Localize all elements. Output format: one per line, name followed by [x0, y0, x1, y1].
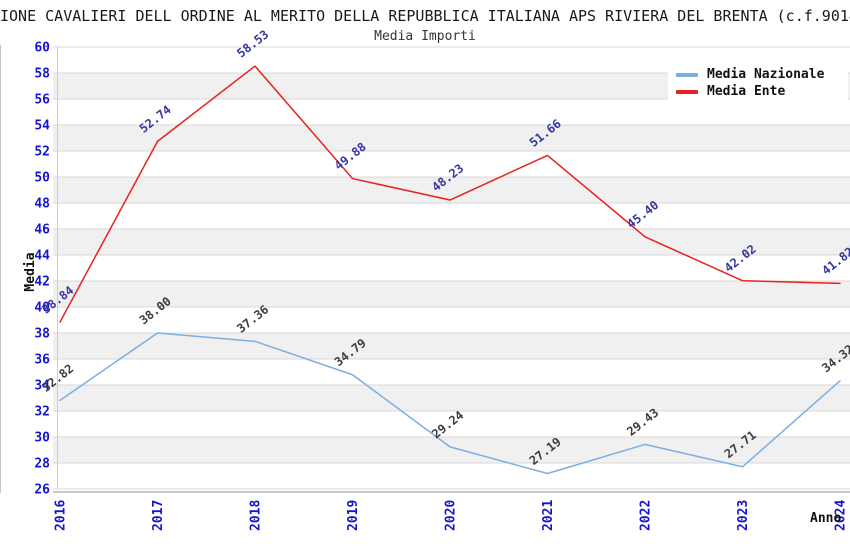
x-tick-label: 2022 [639, 500, 654, 531]
chart-subtitle: Media Importi [374, 29, 476, 44]
legend-item-media-nazionale: Media Nazionale [676, 66, 848, 83]
y-tick-label: 44 [34, 249, 50, 264]
plot-band [53, 385, 850, 411]
y-tick-label: 28 [34, 457, 50, 472]
plot-band [53, 125, 850, 151]
legend-label-media-ente: Media Ente [707, 84, 786, 99]
plot-band [53, 437, 850, 463]
plot-band [53, 151, 850, 177]
y-tick-label: 48 [34, 197, 50, 212]
y-tick-label: 36 [34, 353, 50, 368]
x-tick-label: 2020 [444, 500, 459, 531]
x-axis-title: Anno [810, 511, 842, 526]
y-axis-title: Media [23, 252, 38, 292]
legend-item-media-ente: Media Ente [676, 83, 848, 100]
x-tick-label: 2016 [54, 500, 69, 531]
legend-swatch-media-ente-icon [676, 89, 698, 94]
x-tick-label: 2018 [249, 500, 264, 531]
y-tick-label: 30 [34, 431, 50, 446]
plot-band [53, 203, 850, 229]
x-tick-label: 2024 [834, 500, 849, 531]
y-tick-label: 50 [34, 171, 50, 186]
y-tick-label: 26 [34, 483, 50, 498]
legend-label-media-nazionale: Media Nazionale [707, 67, 825, 82]
plot-band [53, 281, 850, 307]
plot-band [53, 333, 850, 359]
plot-band [53, 307, 850, 333]
y-tick-label: 52 [34, 145, 50, 160]
series-line-media-nazionale [59, 332, 841, 475]
legend: Media Nazionale Media Ente [668, 56, 848, 108]
x-tick-label: 2019 [346, 500, 361, 531]
y-tick-label: 56 [34, 93, 50, 108]
plot-band [53, 255, 850, 281]
plot-band [53, 229, 850, 255]
series-line-media-ente [59, 65, 841, 323]
y-tick-label: 54 [34, 119, 50, 134]
y-tick-label: 42 [34, 275, 50, 290]
y-tick-label: 60 [34, 41, 50, 56]
x-tick-label: 2021 [541, 500, 556, 531]
plot-band [53, 359, 850, 385]
legend-swatch-media-nazionale-icon [676, 72, 698, 77]
x-tick-label: 2017 [151, 500, 166, 531]
plot-band [53, 463, 850, 489]
y-tick-label: 34 [34, 379, 50, 394]
y-tick-label: 32 [34, 405, 50, 420]
x-tick-label: 2023 [736, 500, 751, 531]
y-tick-label: 38 [34, 327, 50, 342]
y-tick-label: 40 [34, 301, 50, 316]
y-tick-label: 58 [34, 67, 50, 82]
y-tick-label: 46 [34, 223, 50, 238]
plot-band [53, 411, 850, 437]
chart-title: IONE CAVALIERI DELL ORDINE AL MERITO DEL… [0, 7, 850, 25]
